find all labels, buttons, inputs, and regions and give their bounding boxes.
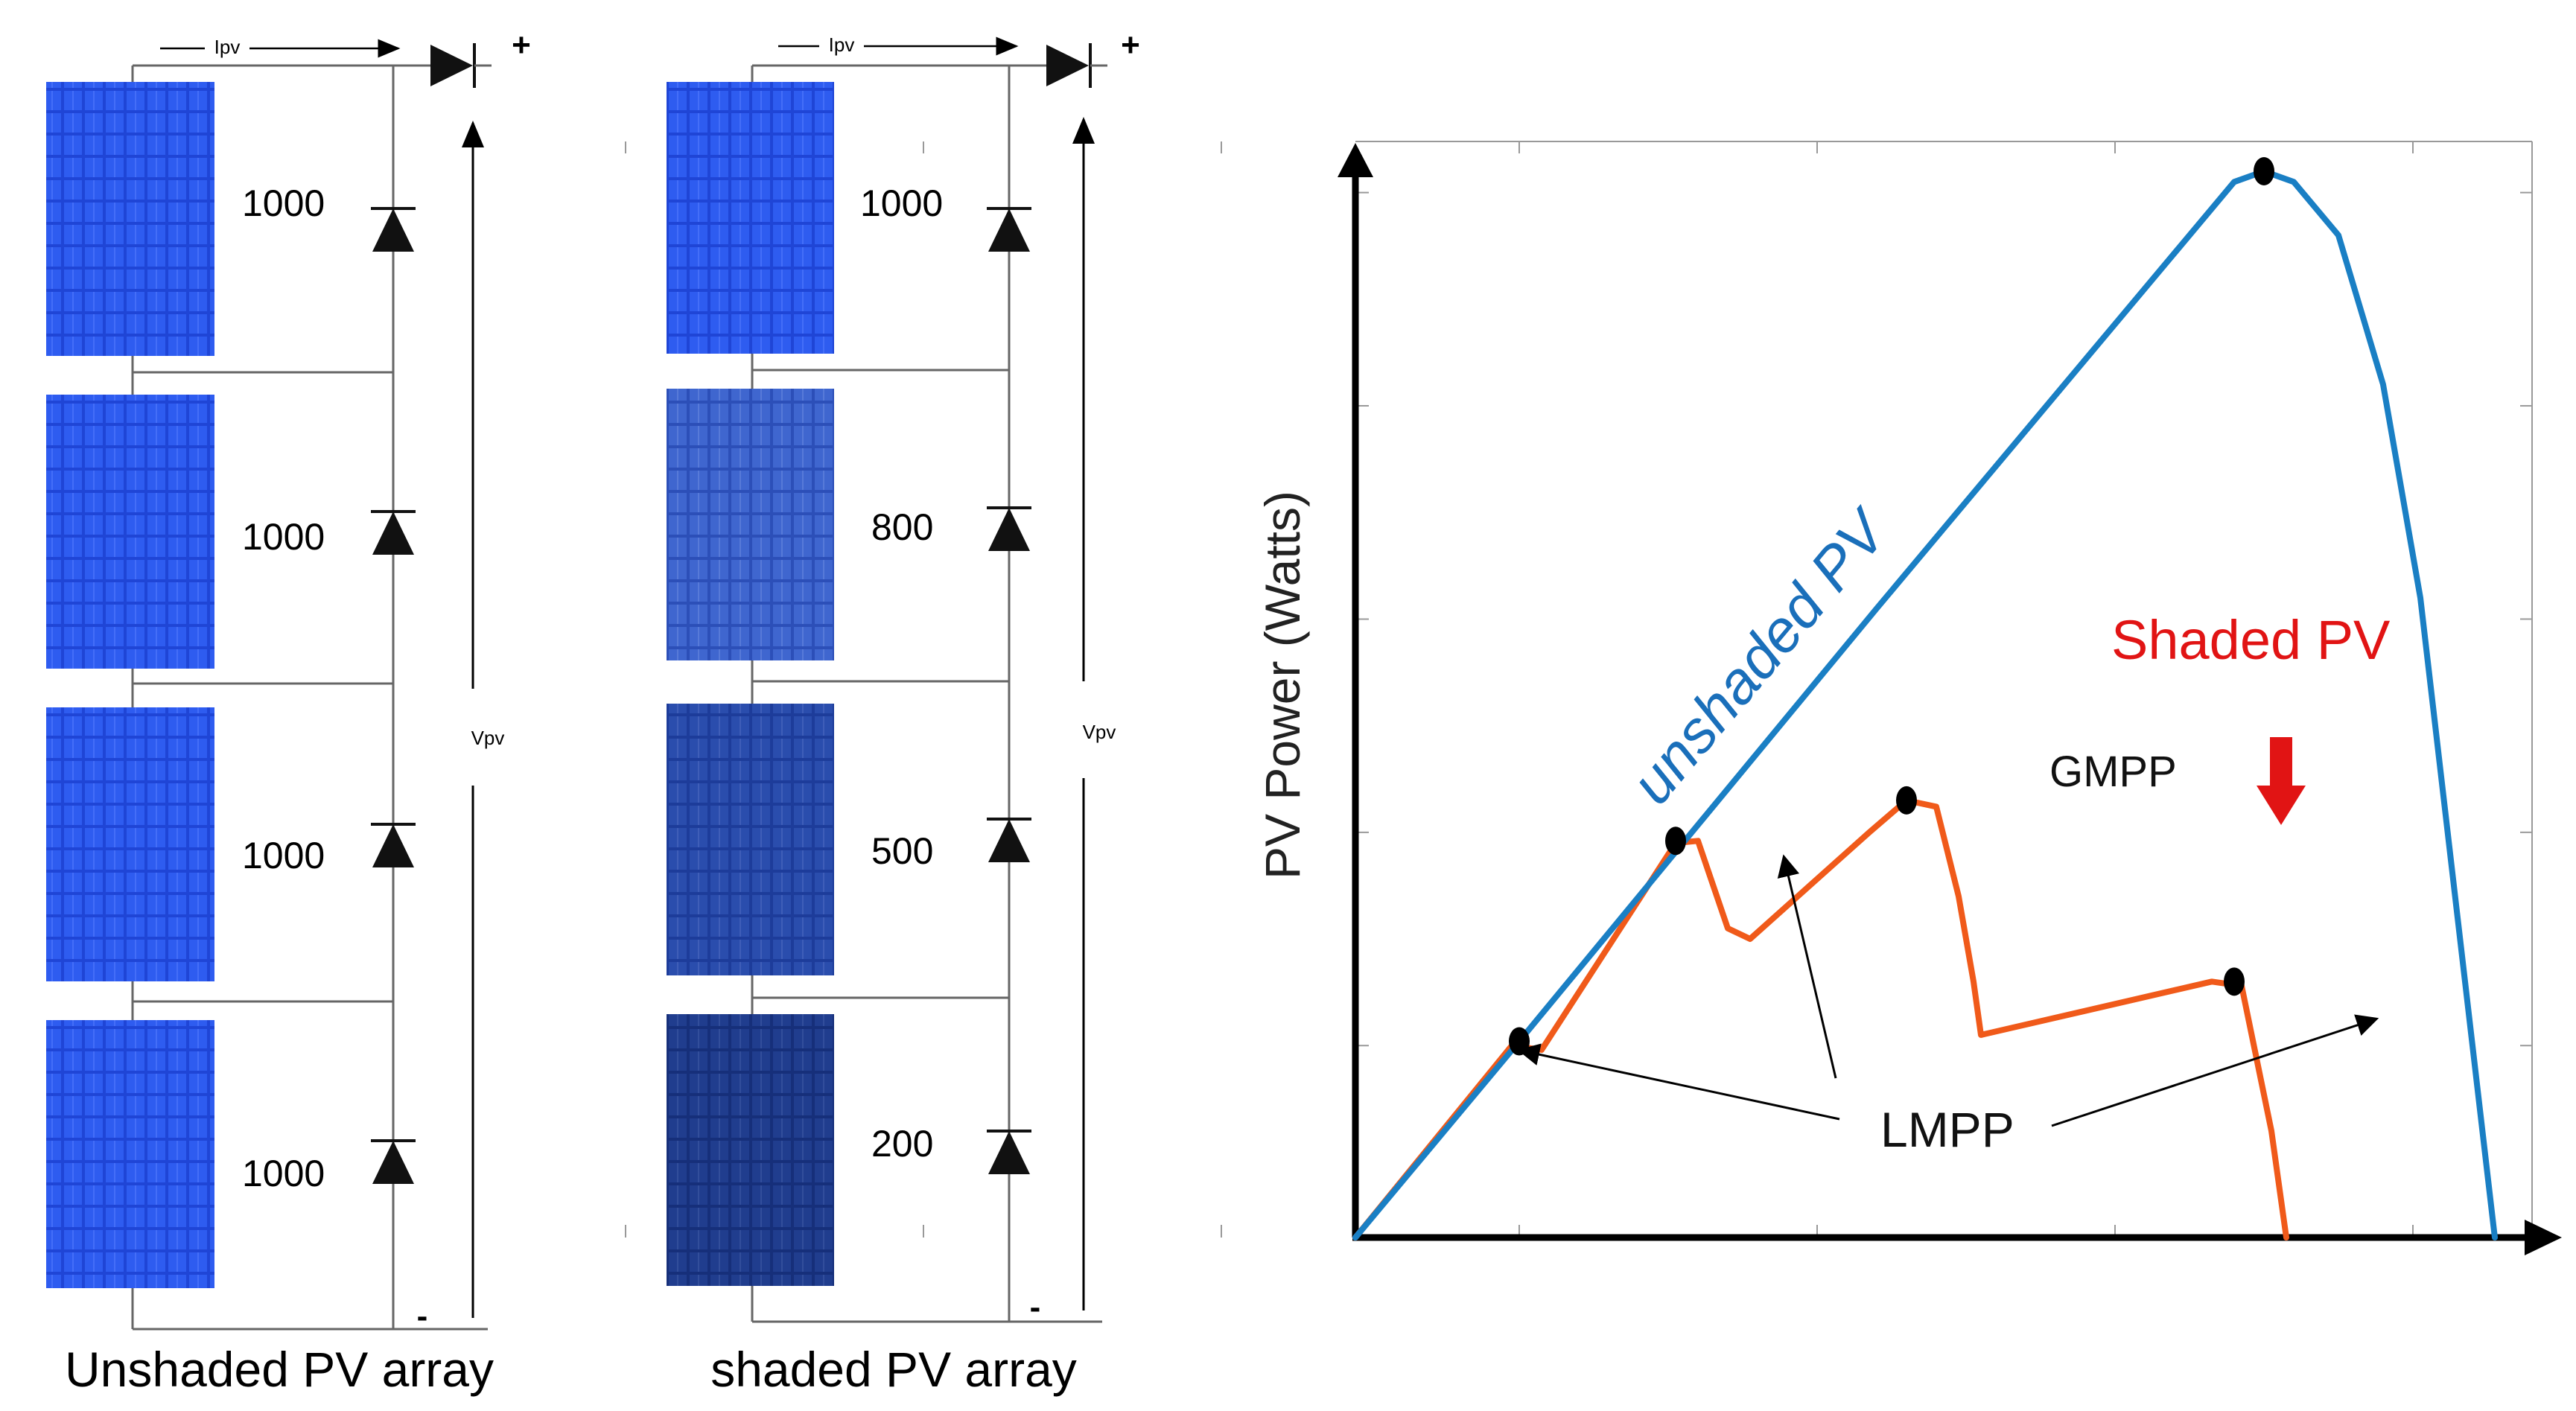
minus-terminal: - [417, 1298, 428, 1334]
pv-panel [46, 707, 214, 981]
irradiance-label: 1000 [242, 516, 325, 558]
array-caption: Unshaded PV array [65, 1342, 494, 1397]
array-caption: shaded PV array [710, 1342, 1077, 1397]
bypass-diode [987, 207, 1031, 252]
bypass-diode [987, 818, 1031, 862]
points-layer [1509, 157, 2274, 1056]
bypass-diode [371, 510, 416, 555]
pv-panel [667, 389, 834, 660]
current-label: Ipv [829, 34, 855, 56]
circuit-wires [131, 64, 488, 1331]
irradiance-label: 500 [871, 830, 933, 872]
voltage-label: Vpv [471, 727, 505, 749]
shaded-array-diagram: Ipv + - Vpv 1000 800 500 200 shaded PV a… [667, 27, 1140, 1397]
bypass-diode [987, 1130, 1031, 1174]
bypass-diode [371, 207, 416, 252]
mpp-point [2254, 157, 2274, 185]
x-axis-arrowhead [2525, 1220, 2562, 1255]
lmpp-pointer-arrows [1517, 854, 2379, 1127]
bypass-diode [371, 1139, 416, 1184]
pv-power-chart: PV Power (Watts) unshaded PV Shaded PV G… [625, 141, 2562, 1255]
voltage-label: Vpv [1083, 721, 1116, 743]
plus-terminal: + [1121, 27, 1140, 63]
pv-panel [667, 1014, 834, 1286]
shaded-pv-label: Shaded PV [2111, 609, 2391, 671]
gmpp-point [1896, 786, 1917, 815]
irradiance-label: 1000 [242, 182, 325, 224]
irradiance-label: 1000 [860, 182, 943, 224]
current-label: Ipv [214, 36, 241, 58]
circuit-wires [751, 64, 1102, 1323]
gmpp-label: GMPP [2049, 748, 2177, 796]
pv-panel [46, 82, 214, 356]
lmpp-point [1509, 1027, 1530, 1056]
unshaded-pv-label: unshaded PV [1618, 496, 1902, 816]
irradiance-label: 800 [871, 506, 933, 548]
y-axis-arrowhead [1338, 143, 1373, 177]
lmpp-label: LMPP [1880, 1102, 2014, 1157]
unshaded-pv-curve [1352, 168, 2498, 1240]
shading-down-arrow [2257, 737, 2306, 825]
y-axis-label: PV Power (Watts) [1255, 491, 1310, 879]
unshaded-array-diagram: Ipv + - Vpv 1000 1000 1000 1000 Unshaded… [46, 27, 531, 1397]
lmpp-point [2224, 967, 2245, 996]
pv-panel [667, 704, 834, 975]
irradiance-label: 1000 [242, 1153, 325, 1194]
lmpp-point [1665, 826, 1686, 856]
blocking-diode [430, 43, 492, 88]
series-layer [1352, 168, 2498, 1240]
pv-panel [46, 395, 214, 669]
pv-panel [46, 1020, 214, 1288]
irradiance-label: 200 [871, 1123, 933, 1165]
plus-terminal: + [512, 27, 531, 63]
axis-ticks [625, 141, 2532, 1238]
bypass-diode [987, 506, 1031, 551]
blocking-diode [1046, 43, 1107, 88]
pv-panel [667, 82, 834, 354]
bypass-diode [371, 823, 416, 867]
irradiance-label: 1000 [242, 835, 325, 876]
minus-terminal: - [1030, 1289, 1041, 1325]
